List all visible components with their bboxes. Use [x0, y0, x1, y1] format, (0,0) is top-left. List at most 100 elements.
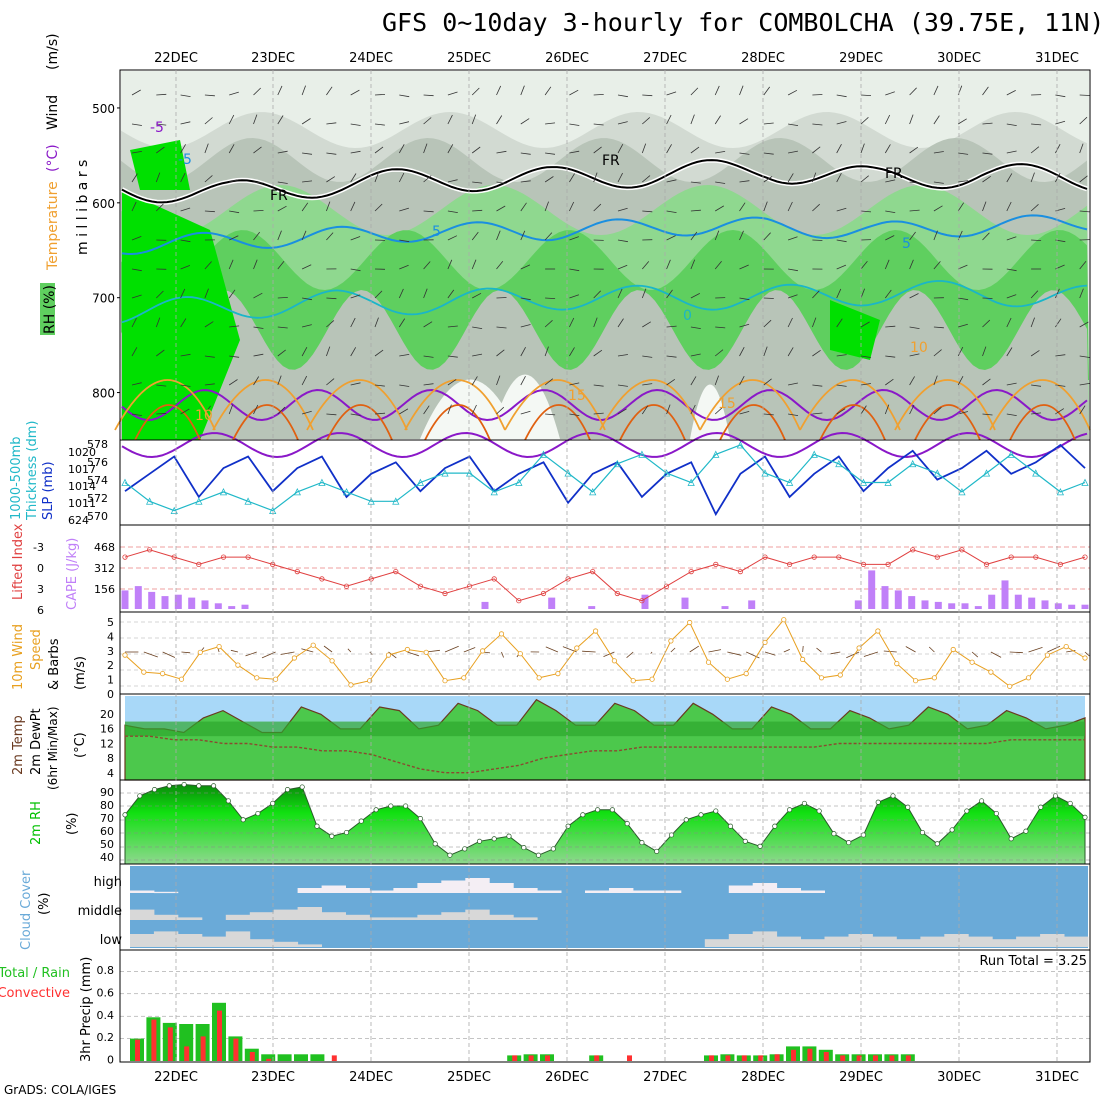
wind-barb: [1031, 239, 1042, 241]
wind-barb: [423, 288, 428, 299]
temp-contour-15: [212, 379, 314, 431]
wind-barb: [204, 94, 215, 97]
wind-barb: [253, 292, 263, 299]
wind-barb: [739, 347, 745, 357]
wind-barb: [593, 94, 604, 96]
speed-point: [988, 669, 994, 675]
precip-convective-bar: [233, 1038, 239, 1061]
speed-tick: 3: [107, 645, 114, 658]
wind-barb-10m: [928, 646, 935, 653]
cape-tick: 468: [94, 541, 115, 554]
cloud-bar: [225, 914, 251, 920]
wind-barb: [933, 205, 943, 212]
wind-barb-10m: [764, 651, 776, 656]
wind-barb: [301, 118, 311, 125]
cape-bar: [988, 594, 996, 609]
wind-barb: [812, 239, 823, 241]
wind-barb: [496, 326, 507, 329]
cape-bar: [974, 606, 982, 609]
wind-barb: [836, 264, 847, 270]
rh-point: [122, 812, 128, 818]
wind-barb: [593, 349, 603, 357]
speed-point: [1025, 675, 1032, 681]
temp-contour-15: [599, 379, 701, 431]
wind-barb-10m: [1047, 645, 1061, 653]
cloud-bar: [1064, 936, 1089, 947]
wind-barb: [1030, 146, 1040, 154]
wind-barb: [496, 150, 507, 154]
rh-point: [1082, 814, 1088, 820]
speed-point: [348, 682, 354, 688]
wind-barb: [982, 122, 993, 125]
thickness-point: [958, 487, 966, 496]
precip-convective-bar: [545, 1055, 550, 1061]
cloud-bar: [513, 917, 538, 920]
wind-barb: [423, 210, 434, 213]
wind-barb: [1006, 347, 1013, 357]
precip-convective-bar: [889, 1055, 895, 1061]
wind-barb: [812, 123, 823, 126]
thickness-tick: 574: [87, 474, 108, 487]
wind-barb: [690, 353, 701, 357]
rh-point: [831, 831, 837, 837]
cloud-bar: [1040, 934, 1065, 947]
label-cloud-cover: Cloud Cover: [19, 870, 34, 950]
wind-barb: [180, 353, 191, 357]
wind-barb: [982, 297, 993, 299]
cloud-bar: [225, 931, 251, 947]
wind-barb: [302, 180, 313, 183]
temp-dewpt-panel: [124, 696, 1086, 781]
speed-point: [950, 646, 956, 653]
day-label-bottom: 23DEC: [251, 1070, 295, 1085]
cape-bar: [868, 570, 876, 609]
slp-tick: 1014: [68, 480, 96, 493]
wind-barb: [860, 143, 865, 154]
cloud-bar: [249, 912, 275, 920]
rh-point: [1067, 800, 1073, 806]
wind-barb: [763, 319, 772, 328]
wind-barb: [690, 404, 696, 415]
rh-point: [314, 823, 320, 829]
day-label-bottom: 29DEC: [839, 1070, 883, 1085]
wind-barb: [569, 173, 575, 183]
wind-barb: [617, 207, 628, 212]
wind-barb: [447, 114, 453, 125]
lifted-cape-panel: [120, 546, 1090, 609]
wind-barb: [715, 326, 726, 329]
wind-barb: [398, 172, 405, 183]
wind-barb: [1031, 384, 1042, 387]
contour-label: 10: [195, 408, 213, 424]
wind-barb: [180, 239, 191, 243]
cape-bar: [854, 600, 862, 609]
wind-barb: [350, 347, 357, 357]
wind-barb: [399, 239, 410, 243]
wind-barb: [374, 317, 379, 328]
label-minmax: (6hr Min/Max): [46, 707, 60, 791]
wind-barb: [885, 378, 894, 386]
wind-barb: [787, 201, 793, 212]
speed-point: [536, 675, 542, 681]
speed-point: [630, 678, 636, 684]
rh-point: [595, 807, 601, 813]
pressure-tick: 500: [92, 102, 115, 116]
wind-barb: [156, 203, 164, 212]
speed-point: [799, 656, 806, 663]
precip-convective-bar: [266, 1058, 272, 1061]
li-point: [196, 561, 202, 568]
wind-barb: [180, 384, 191, 387]
wind-barb: [1079, 261, 1087, 270]
speed-point: [1044, 652, 1051, 658]
li-point: [688, 568, 694, 575]
wind-barb: [1079, 143, 1084, 154]
cape-bar: [641, 594, 649, 609]
wind-barb-10m: [816, 647, 822, 653]
wind-barb: [957, 346, 964, 357]
wind-barb: [544, 346, 549, 357]
wind-barb: [423, 117, 432, 125]
temp-contour-20: [232, 404, 299, 441]
label-slp: SLP (mb): [41, 461, 56, 520]
wind-barb: [1055, 354, 1066, 357]
wind-barb: [617, 354, 628, 357]
wind-barb: [520, 410, 531, 415]
wind-barb: [885, 210, 896, 213]
